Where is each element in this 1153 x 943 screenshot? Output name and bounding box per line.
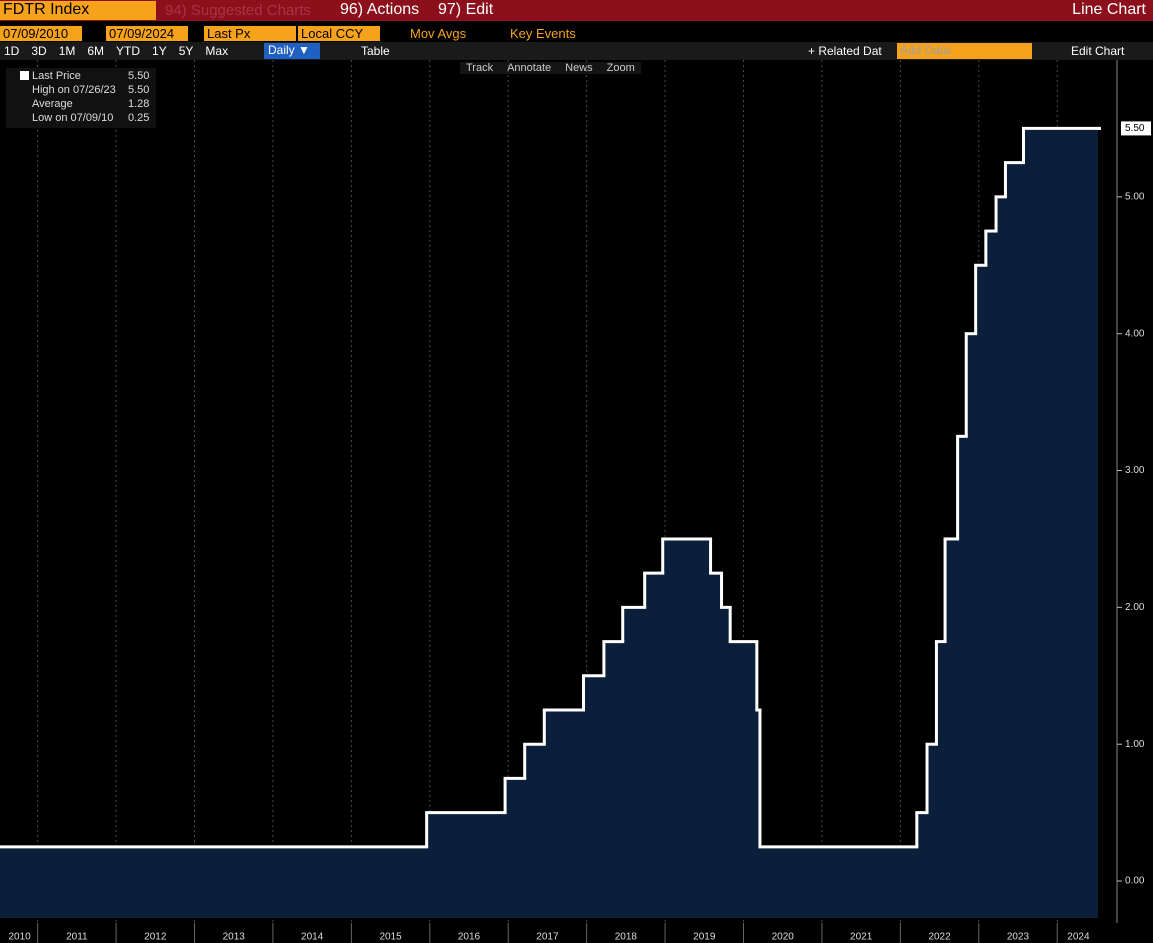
- x-tick-label: 2017: [536, 932, 559, 943]
- legend-value: 5.50: [128, 84, 149, 96]
- title-bar: [0, 0, 1153, 21]
- tools: Track Annotate News Zoom: [460, 62, 641, 74]
- x-tick-label: 2016: [458, 932, 481, 943]
- chart: 2010 2011 2012 2013 2014 2015 2016 2017 2018 2019…: [0, 60, 1153, 943]
- end-date[interactable]: 07/09/2024: [106, 26, 188, 41]
- x-tick-label: 2023: [1007, 932, 1030, 943]
- suggested-charts[interactable]: 94) Suggested Charts: [165, 2, 311, 19]
- legend-label: Last Price: [32, 70, 81, 82]
- range-button[interactable]: 6M: [87, 44, 105, 58]
- legend-label: Average: [32, 98, 73, 110]
- chart-type: Line Chart: [1072, 1, 1146, 18]
- table-button[interactable]: Table: [361, 44, 390, 58]
- edit-chart[interactable]: Edit Chart: [1071, 44, 1125, 58]
- y-tick-label: 4.00: [1125, 328, 1145, 339]
- x-tick-label: 2013: [223, 932, 246, 943]
- legend-value: 5.50: [128, 70, 149, 82]
- currency[interactable]: Local CCY: [298, 26, 380, 41]
- start-date[interactable]: 07/09/2010: [0, 26, 82, 41]
- x-tick-label: 2024: [1067, 932, 1090, 943]
- tool-button[interactable]: Zoom: [606, 62, 635, 74]
- y-tick-label: 1.00: [1125, 739, 1145, 750]
- add-data[interactable]: Add Data: [897, 43, 1032, 59]
- area-fill: [0, 128, 1098, 919]
- range-button[interactable]: Max: [205, 44, 229, 58]
- last-tag-label: 5.50: [1125, 123, 1145, 134]
- legend-box: [6, 68, 156, 128]
- x-tick-label: 2021: [850, 932, 873, 943]
- x-tick-label: 2020: [772, 932, 795, 943]
- actions[interactable]: 96) Actions: [340, 1, 420, 18]
- range-button[interactable]: 1M: [58, 44, 76, 58]
- mov-avgs[interactable]: Mov Avgs: [410, 26, 467, 41]
- range-button[interactable]: 5Y: [178, 44, 194, 58]
- x-tick-label: 2011: [66, 932, 88, 943]
- x-tick-label: 2019: [693, 932, 716, 943]
- legend-label: Low on 07/09/10: [32, 112, 113, 124]
- range-button[interactable]: 1D: [4, 44, 20, 58]
- x-tick-label: 2015: [379, 932, 402, 943]
- legend-value: 0.25: [128, 112, 149, 124]
- key-events[interactable]: Key Events: [510, 26, 576, 41]
- y-tick-label: 5.00: [1125, 191, 1145, 202]
- y-tick-label: 0.00: [1125, 876, 1145, 887]
- x-tick-label: 2018: [615, 932, 638, 943]
- related-data[interactable]: + Related Dat: [808, 44, 882, 58]
- related-text: Related Dat: [818, 44, 882, 58]
- tool-button[interactable]: Annotate: [507, 62, 552, 74]
- legend-swatch: [20, 71, 29, 80]
- frequency[interactable]: Daily ▼: [264, 43, 320, 59]
- tool-button[interactable]: News: [565, 62, 593, 74]
- legend-label: High on 07/26/23: [32, 84, 116, 96]
- security[interactable]: FDTR Index: [0, 1, 156, 20]
- ranges: 1D 3D 1M 6M YTD 1Y 5Y Max: [4, 44, 228, 58]
- x-tick-label: 2010: [8, 932, 31, 943]
- y-tick-label: 2.00: [1125, 602, 1145, 613]
- range-button[interactable]: 1Y: [152, 44, 167, 58]
- x-tick-label: 2022: [928, 932, 951, 943]
- range-button[interactable]: 3D: [31, 44, 47, 58]
- legend-value: 1.28: [128, 98, 149, 110]
- y-tick-label: 3.00: [1125, 465, 1145, 476]
- field[interactable]: Last Px: [204, 26, 296, 41]
- edit[interactable]: 97) Edit: [438, 1, 494, 18]
- tool-button[interactable]: Track: [466, 62, 494, 74]
- range-button[interactable]: YTD: [116, 44, 141, 58]
- last-tag-box: [1121, 121, 1151, 136]
- x-axis-band: [0, 923, 1153, 943]
- x-tick-label: 2014: [301, 932, 324, 943]
- x-tick-label: 2012: [144, 932, 167, 943]
